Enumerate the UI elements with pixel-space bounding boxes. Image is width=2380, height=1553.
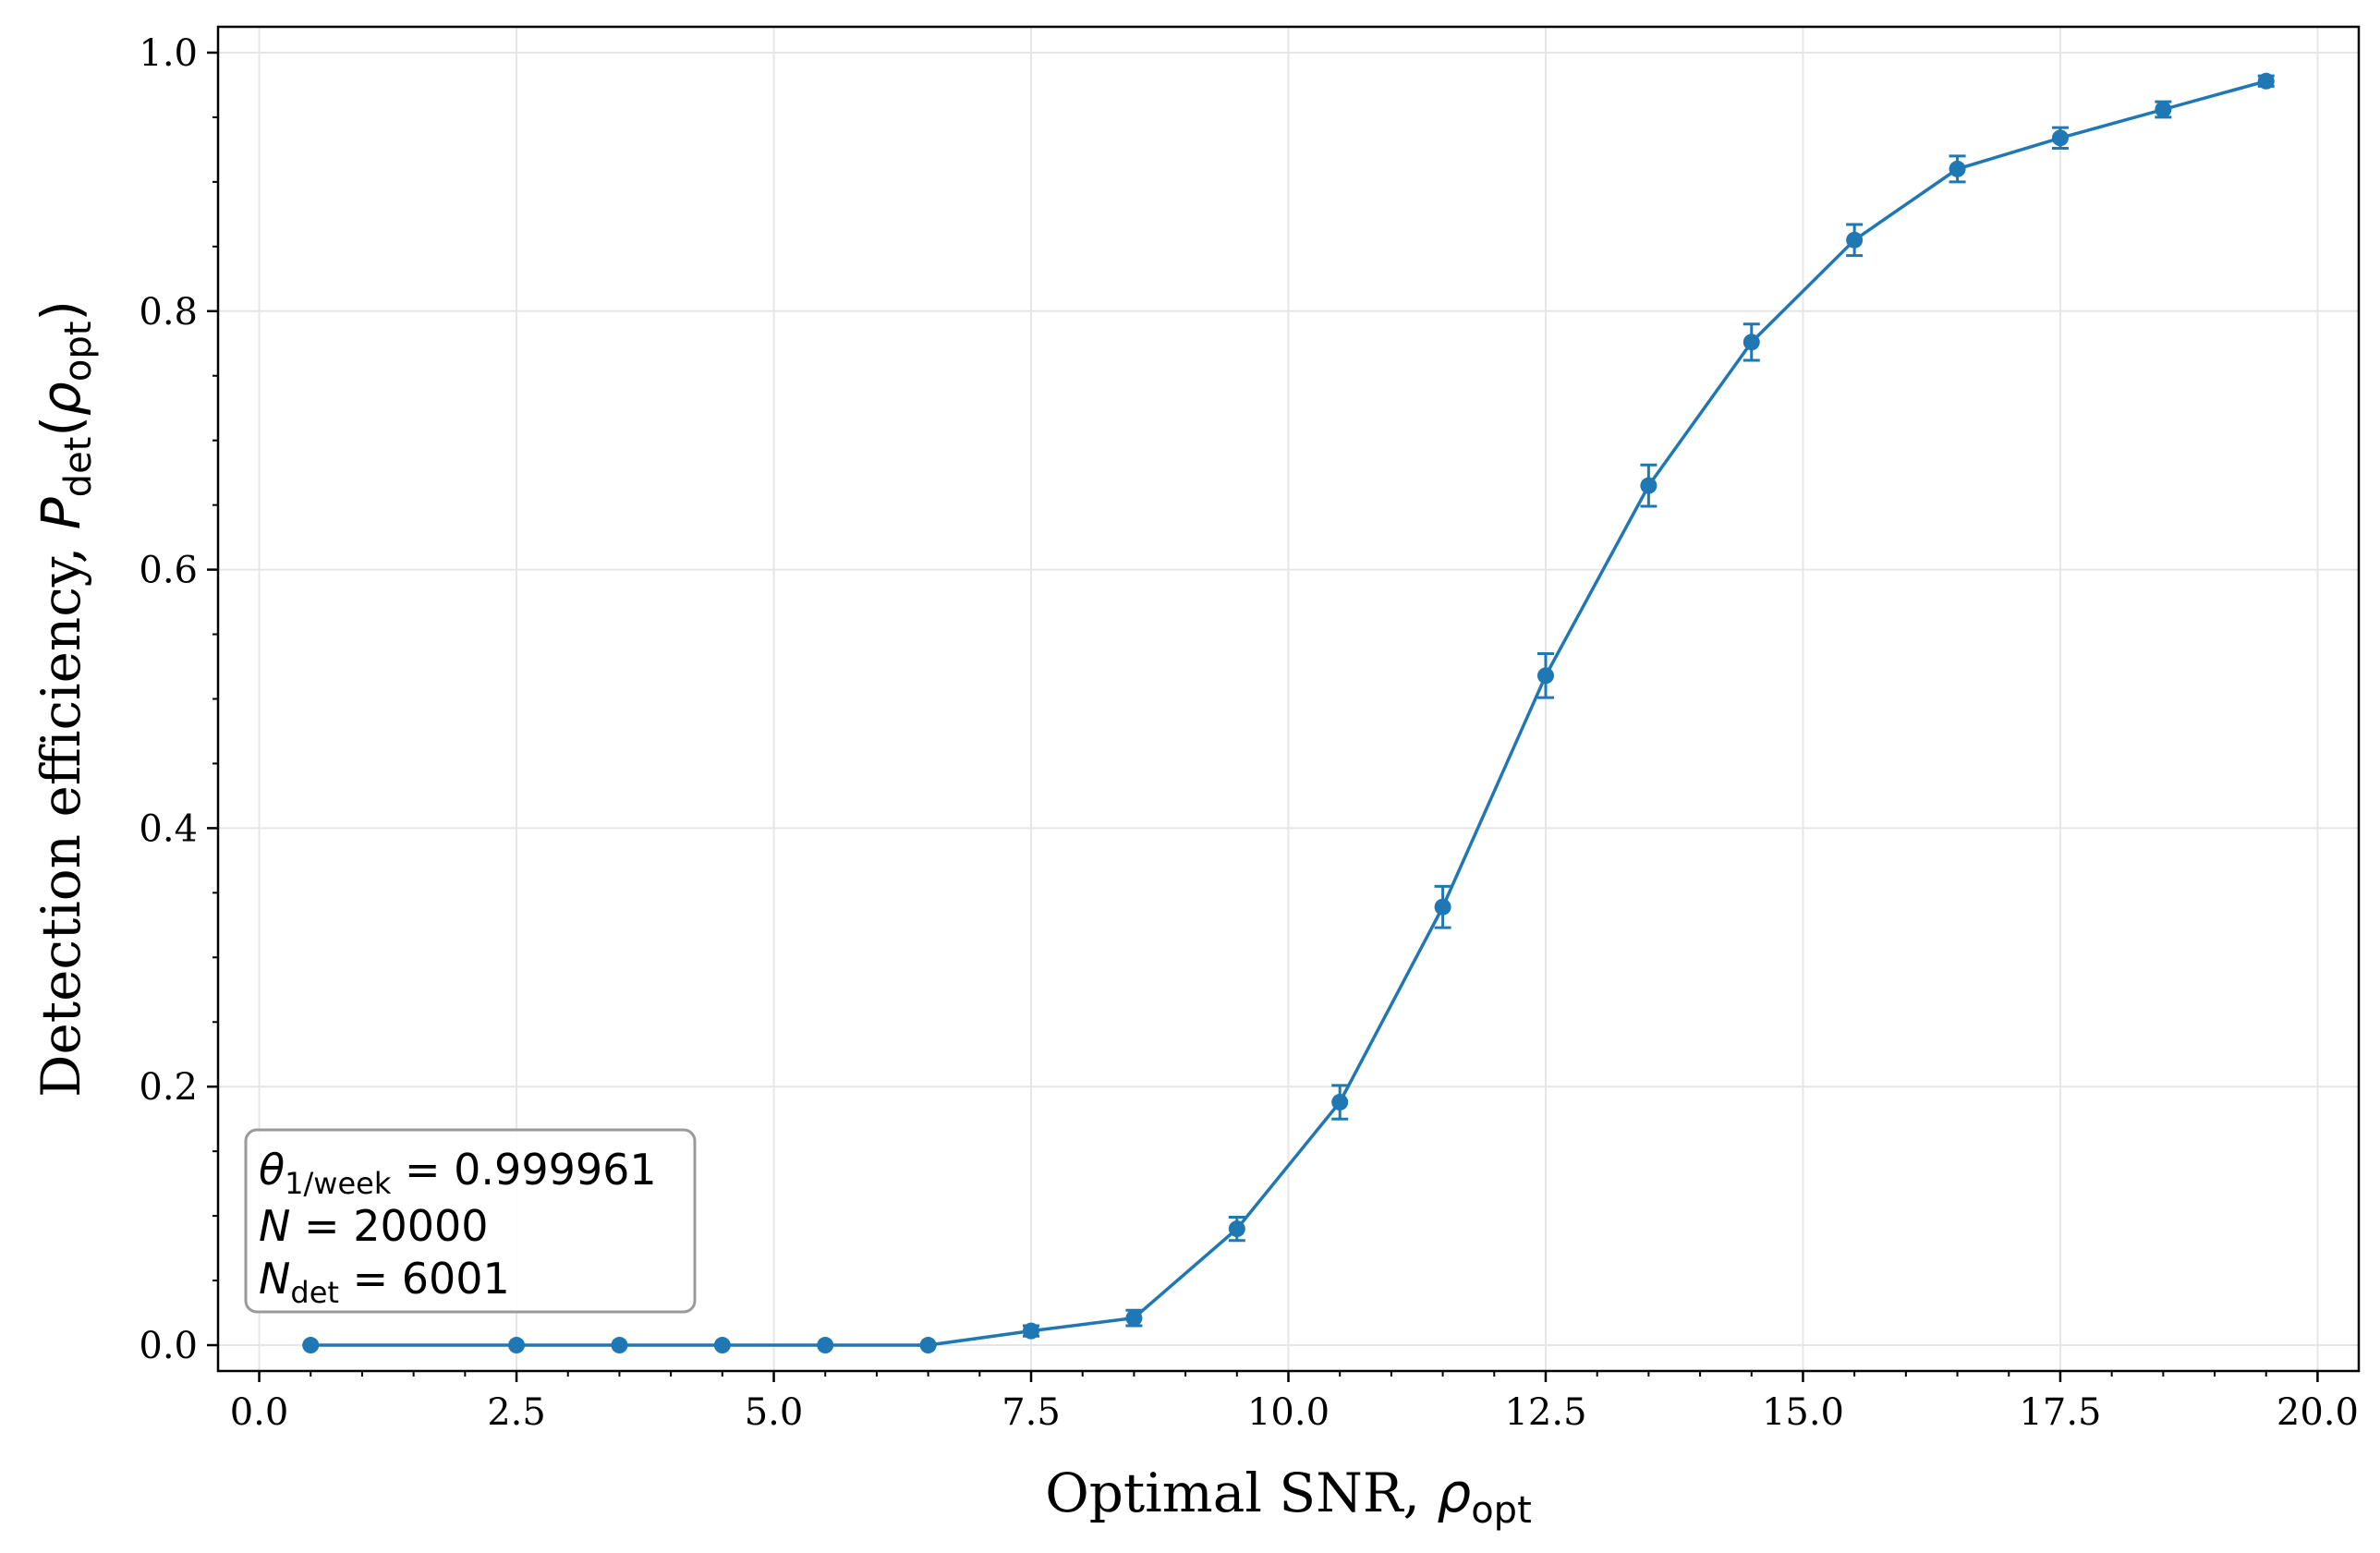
annotation-ndet-symbol: N (259, 1254, 290, 1304)
y-axis-label-arg-symbol: ρ (30, 382, 92, 416)
y-axis-label-text: Detection efficiency, (30, 529, 92, 1098)
y-axis-label: Detection efficiency, Pdet(ρopt) (30, 300, 100, 1098)
x-axis-label: Optimal SNR, ρopt (1045, 1462, 1532, 1532)
annotation-frame (244, 1128, 697, 1314)
plot-frame (216, 25, 2361, 1373)
x-tick-label: 2.5 (487, 1391, 546, 1434)
y-tick-label: 0.2 (139, 1066, 198, 1109)
x-tick-label: 15.0 (1762, 1391, 1844, 1434)
annotation-theta-value: = 0.999961 (391, 1145, 656, 1195)
y-axis-label-open-paren: ( (30, 416, 92, 437)
x-axis-label-text: Optimal SNR, (1045, 1462, 1437, 1524)
data-point (2257, 72, 2275, 90)
annotation-ndet-value: = 6001 (339, 1254, 510, 1304)
minor-ticks (212, 115, 2267, 1377)
data-point (2155, 101, 2172, 118)
data-point (302, 1337, 320, 1354)
x-axis-label-sub: opt (1471, 1489, 1532, 1532)
x-tick-label: 0.0 (230, 1391, 289, 1434)
y-axis: 0.0 0.2 0.4 0.6 0.8 1.0 (139, 32, 218, 1367)
y-tick-label: 0.0 (139, 1325, 198, 1367)
x-axis: 0.0 2.5 5.0 7.5 10.0 12.5 15.0 17.5 20.0 (230, 1371, 2359, 1434)
y-tick-label: 1.0 (139, 32, 198, 75)
x-tick-label: 17.5 (2019, 1391, 2101, 1434)
data-point (1640, 477, 1658, 494)
data-point (713, 1337, 731, 1354)
data-point (1125, 1309, 1143, 1327)
y-axis-label-sub: det (57, 437, 100, 498)
y-axis-label-close-paren: ) (30, 300, 92, 322)
data-point (508, 1337, 526, 1354)
y-axis-label-symbol: P (30, 497, 92, 529)
annotation-line-theta: θ1/week = 0.999961 (259, 1145, 657, 1201)
series-efficiency (302, 72, 2275, 1354)
x-tick-label: 7.5 (1002, 1391, 1061, 1434)
data-point (1846, 231, 1864, 249)
x-tick-label: 20.0 (2277, 1391, 2359, 1434)
x-tick-label: 12.5 (1504, 1391, 1586, 1434)
annotation-ndet-sub: det (290, 1275, 339, 1310)
annotation-n-symbol: N (259, 1201, 290, 1251)
data-point (1949, 160, 1966, 177)
y-tick-label: 0.8 (139, 291, 198, 334)
annotation-n-value: = 20000 (290, 1201, 488, 1251)
data-point (1023, 1322, 1040, 1340)
x-axis-label-symbol: ρ (1437, 1462, 1471, 1524)
y-tick-label: 0.4 (139, 807, 198, 850)
annotation-line-ndet: Ndet = 6001 (259, 1254, 510, 1310)
y-axis-label-arg-sub: opt (57, 322, 100, 382)
x-tick-label: 5.0 (745, 1391, 804, 1434)
data-point (1536, 667, 1554, 685)
data-point (1742, 334, 1760, 351)
data-point (1434, 898, 1451, 916)
data-point (1228, 1220, 1245, 1238)
x-tick-label: 10.0 (1247, 1391, 1330, 1434)
data-point (1331, 1094, 1349, 1110)
data-point (919, 1337, 937, 1354)
annotation-box: θ1/week = 0.999961 N = 20000 Ndet = 6001 (244, 1128, 697, 1314)
data-point (611, 1337, 628, 1354)
annotation-theta-symbol: θ (259, 1145, 285, 1195)
y-tick-label: 0.6 (139, 550, 198, 592)
data-point (817, 1337, 834, 1354)
data-point (2051, 129, 2069, 147)
annotation-theta-sub: 1/week (285, 1166, 392, 1201)
annotation-line-n: N = 20000 (259, 1201, 489, 1251)
